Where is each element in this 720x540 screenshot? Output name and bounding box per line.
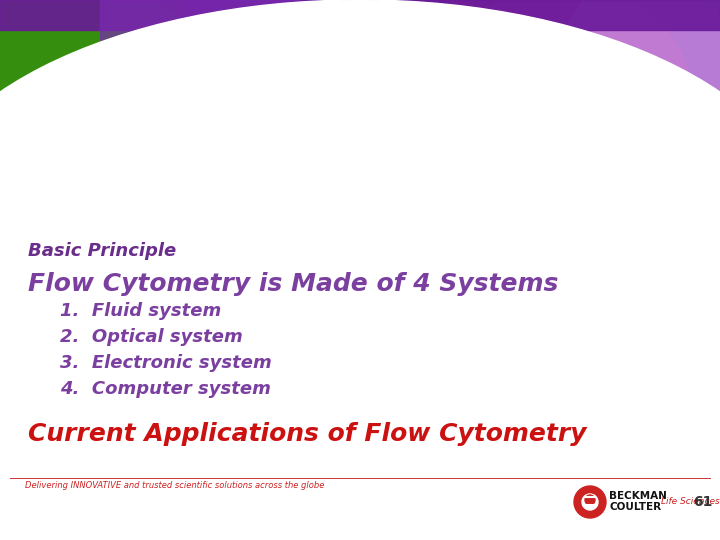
Text: Basic Principle: Basic Principle	[28, 242, 176, 260]
Ellipse shape	[150, 90, 310, 240]
Bar	[0, 0, 720, 230]
Ellipse shape	[0, 0, 720, 460]
Bar	[560, 0, 720, 230]
Bar	[100, 0, 300, 40]
Ellipse shape	[275, 20, 525, 220]
Text: BECKMAN: BECKMAN	[609, 491, 667, 501]
Bar	[0, 230, 720, 540]
Circle shape	[582, 494, 598, 510]
Text: Delivering INNOVATIVE and trusted scientific solutions across the globe: Delivering INNOVATIVE and trusted scient…	[25, 481, 325, 489]
Circle shape	[585, 495, 595, 505]
Text: 2.  Optical system: 2. Optical system	[60, 328, 243, 346]
Ellipse shape	[225, 105, 355, 235]
Ellipse shape	[390, 0, 690, 200]
Circle shape	[574, 486, 606, 518]
Text: Flow Cytometry is Made of 4 Systems: Flow Cytometry is Made of 4 Systems	[28, 272, 559, 296]
Text: COULTER: COULTER	[609, 502, 661, 512]
Bar	[0, 0, 720, 30]
Text: 61: 61	[693, 495, 713, 509]
Text: 1.  Fluid system: 1. Fluid system	[60, 302, 221, 320]
Text: 3.  Electronic system: 3. Electronic system	[60, 354, 271, 372]
Text: Life Sciences: Life Sciences	[661, 497, 720, 507]
Ellipse shape	[100, 50, 320, 250]
Ellipse shape	[0, 0, 220, 240]
Ellipse shape	[460, 0, 720, 170]
Text: Current Applications of Flow Cytometry: Current Applications of Flow Cytometry	[28, 422, 587, 446]
Text: 4.  Computer system: 4. Computer system	[60, 380, 271, 398]
Ellipse shape	[560, 0, 720, 150]
Ellipse shape	[270, 0, 490, 180]
Ellipse shape	[210, 60, 410, 240]
Polygon shape	[0, 0, 220, 230]
